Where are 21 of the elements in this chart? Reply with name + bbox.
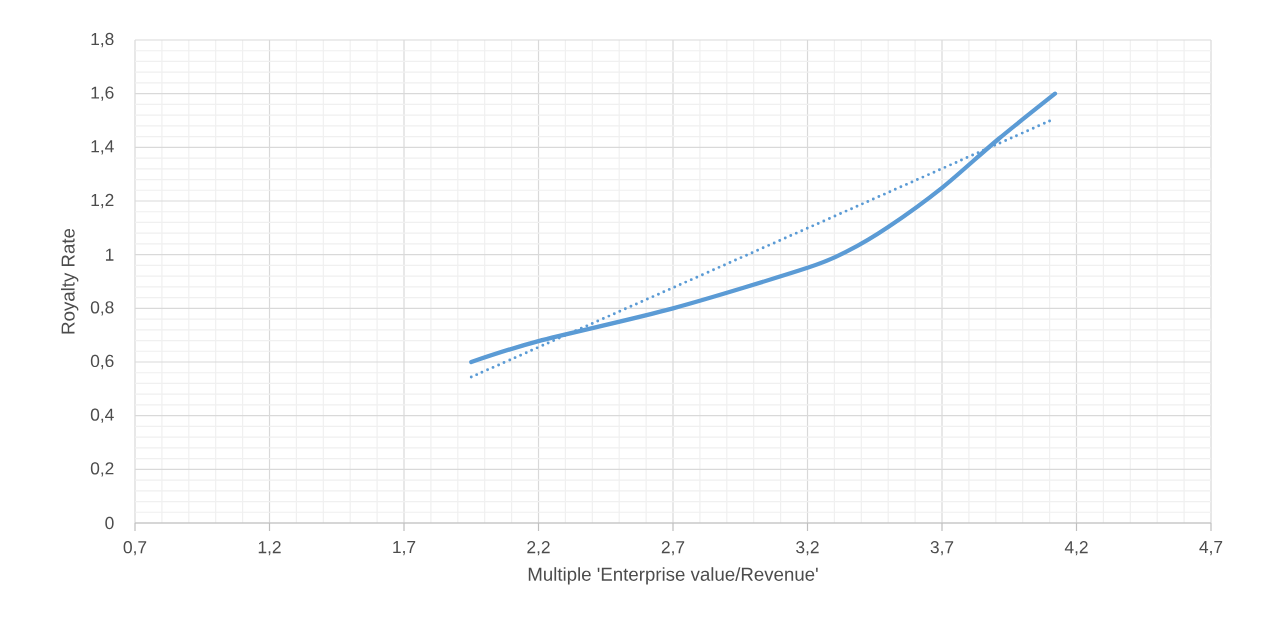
x-tick-label: 3,7 <box>930 541 954 556</box>
y-tick-label: 0 <box>105 516 114 530</box>
x-tick-label: 0,7 <box>123 541 147 556</box>
y-tick-label: 1,6 <box>91 86 114 101</box>
y-tick-label: 1,4 <box>91 140 114 155</box>
y-tick-label: 0,8 <box>90 301 114 316</box>
y-tick-label: 0,6 <box>90 354 114 370</box>
x-tick-label: 3,2 <box>796 541 819 556</box>
y-tick-label: 0,2 <box>90 462 114 477</box>
y-tick-label: 1,8 <box>91 32 114 48</box>
y-tick-label: 0,4 <box>90 408 114 423</box>
y-tick-label: 1,2 <box>91 193 114 209</box>
x-tick-label: 4,7 <box>1199 541 1223 556</box>
x-tick-label: 2,7 <box>661 541 685 556</box>
x-tick-label: 2,2 <box>527 541 550 556</box>
x-tick-label: 1,2 <box>258 541 281 556</box>
x-tick-label: 1,7 <box>393 541 416 556</box>
y-axis-title: Royalty Rate <box>60 228 79 334</box>
x-tick-label: 4,2 <box>1064 541 1088 556</box>
x-axis-title: Multiple 'Enterprise value/Revenue' <box>528 567 818 585</box>
y-tick-label: 1 <box>105 248 114 261</box>
